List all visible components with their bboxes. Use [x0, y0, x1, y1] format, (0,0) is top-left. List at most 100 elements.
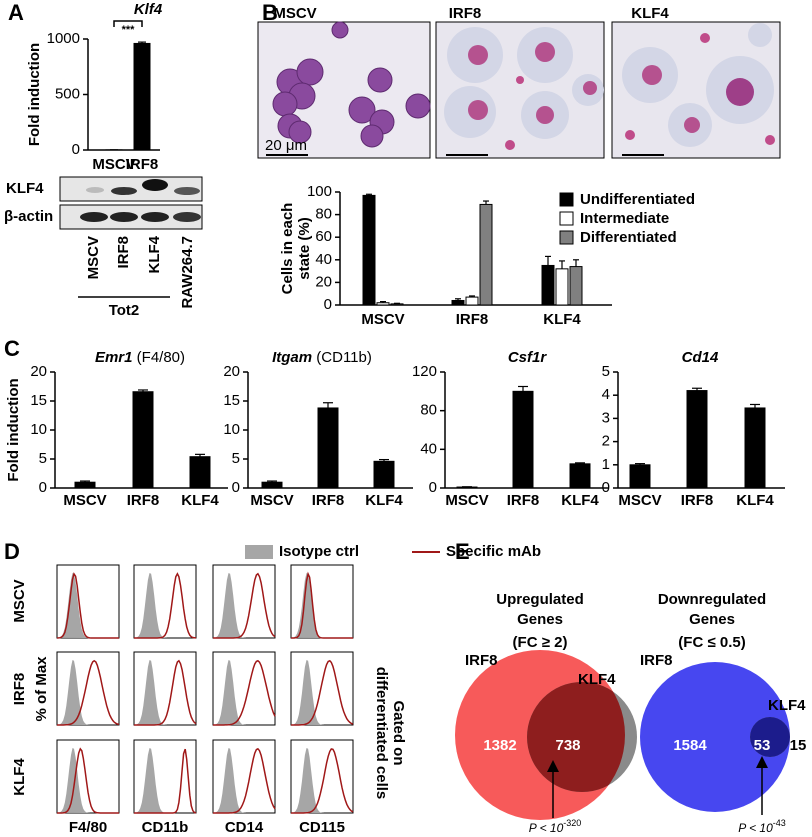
y-tick-label: 40	[420, 440, 437, 457]
bar	[317, 407, 339, 489]
venn-overlap	[750, 717, 790, 757]
legend-label: Specific mAb	[446, 543, 541, 560]
micrographs: 20 μm MSCV IRF8 KLF4	[257, 5, 781, 159]
error-bar	[635, 463, 645, 465]
column-label: CD115	[299, 819, 345, 836]
x-tick-label: IRF8	[681, 492, 714, 509]
bar	[390, 303, 404, 306]
title-protein: (CD11b)	[316, 349, 372, 366]
y-tick-label: 20	[223, 363, 240, 380]
error-bar	[138, 41, 146, 44]
y-tick-label: 120	[412, 363, 437, 380]
venn-count: 15	[790, 737, 807, 754]
legend-label: Intermediate	[580, 210, 669, 227]
legend-swatch	[559, 211, 574, 226]
band	[80, 212, 108, 222]
legend-label: Isotype ctrl	[279, 543, 359, 560]
specific-histogram	[134, 572, 197, 639]
error-bar	[455, 298, 461, 301]
isotype-histogram	[291, 573, 353, 638]
bar	[362, 194, 376, 306]
legend-swatch	[245, 545, 273, 559]
x-tick-label: MSCV	[618, 492, 661, 509]
set-label: KLF4	[768, 697, 806, 714]
group-label: Tot2	[109, 302, 140, 319]
specific-histogram	[56, 572, 119, 639]
venn-up: Upregulated Genes (FC ≥ 2) IRF8 KLF4 138…	[455, 591, 675, 835]
chart-title: Emr1 (F4/80)	[95, 349, 185, 366]
specific-histogram	[291, 571, 353, 639]
histograms	[56, 564, 354, 814]
error-bar	[195, 453, 205, 457]
lane-label: IRF8	[115, 236, 132, 269]
x-tick-label: MSCV	[250, 492, 293, 509]
isotype-histogram	[213, 660, 275, 725]
venn-count: 1584	[673, 737, 707, 754]
flow-panel: Isotype ctrl Specific mAb MSCV IRF8 KLF4…	[11, 543, 541, 836]
isotype-histogram	[57, 660, 119, 725]
panel-letter: D	[4, 539, 20, 564]
title-gene: Emr1	[95, 349, 133, 366]
p-value: P < 10-320	[529, 818, 582, 835]
error-bar	[573, 259, 579, 267]
y-tick-label: 0	[232, 479, 240, 496]
title-gene: Itgam	[272, 349, 312, 366]
y-tick-label: 60	[315, 228, 332, 245]
bar	[686, 390, 708, 489]
isotype-histogram	[134, 748, 196, 813]
panel-letter: A	[8, 0, 24, 25]
y-tick-label: 500	[55, 85, 80, 102]
band	[173, 212, 201, 222]
specific-histogram	[134, 659, 197, 726]
column-label: CD11b	[142, 819, 189, 836]
chart-title: Cd14	[682, 349, 719, 366]
p-value-text: P < 10	[738, 821, 773, 835]
band	[86, 187, 104, 193]
bar	[512, 390, 534, 489]
y-axis-label: state (%)	[296, 217, 313, 280]
specific-histogram	[57, 659, 120, 726]
title-protein: (F4/80)	[137, 349, 185, 366]
bar	[261, 481, 283, 489]
x-tick-label: KLF4	[543, 311, 581, 328]
lane-label: RAW264.7	[179, 236, 196, 309]
scale-bar-label: 20 μm	[265, 137, 307, 154]
x-tick-label: IRF8	[456, 311, 489, 328]
isotype-histogram	[134, 660, 196, 725]
error-bar	[692, 387, 702, 391]
y-tick-label: 5	[602, 363, 610, 380]
panel-letter: C	[4, 336, 20, 361]
chart-title: Itgam (CD11b)	[272, 349, 372, 366]
legend-swatch	[559, 230, 574, 245]
error-bar	[483, 200, 489, 205]
specific-histogram	[57, 747, 119, 814]
error-bar	[518, 385, 528, 392]
column-label: CD14	[225, 819, 264, 836]
error-bar	[394, 302, 400, 304]
y-tick-label: 20	[30, 363, 47, 380]
y-tick-label: 80	[315, 206, 332, 223]
note: Gated on	[390, 700, 407, 765]
y-tick-label: 100	[307, 183, 332, 200]
lane-label: MSCV	[85, 236, 102, 279]
set-label: IRF8	[640, 652, 673, 669]
y-tick-label: 10	[223, 421, 240, 438]
y-axis-label: % of Max	[33, 656, 50, 722]
isotype-histogram	[291, 660, 353, 725]
x-tick-label: KLF4	[736, 492, 774, 509]
bar	[451, 299, 465, 306]
bar	[465, 296, 479, 306]
bar	[629, 464, 651, 489]
set-label: IRF8	[465, 652, 498, 669]
significance-label: ***	[122, 24, 136, 36]
error-bar	[575, 462, 585, 464]
bar	[132, 391, 154, 489]
x-tick-label: IRF8	[312, 492, 345, 509]
bar	[376, 302, 390, 306]
legend-label: Undifferentiated	[580, 191, 695, 208]
row-label: MSCV	[11, 579, 28, 622]
image-title: MSCV	[273, 5, 316, 22]
band	[174, 187, 200, 195]
band	[111, 187, 137, 195]
